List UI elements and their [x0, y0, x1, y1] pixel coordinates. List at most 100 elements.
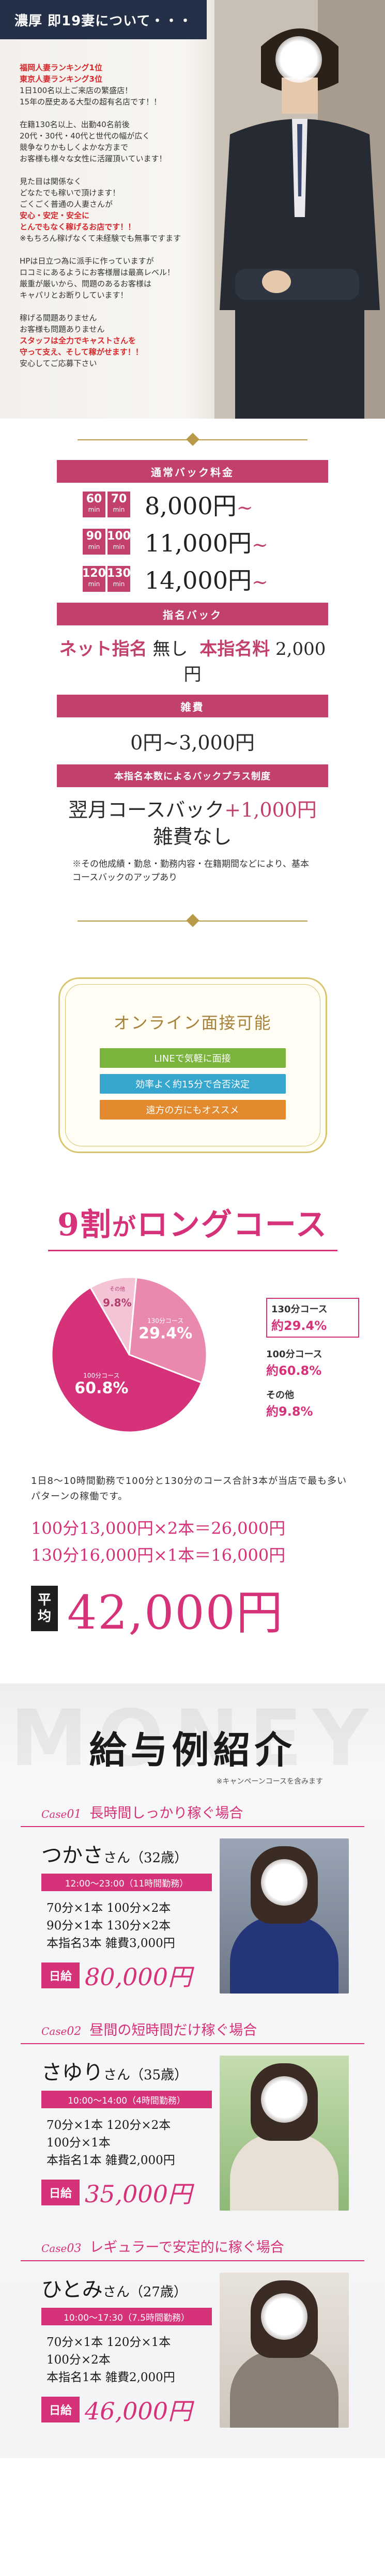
- basic-back-header: 通常バック料金: [57, 460, 328, 483]
- bonus-label: 翌月コースバック: [68, 799, 225, 821]
- misc-fee-header: 雑費: [57, 695, 328, 717]
- price-amount: 14,000円~: [145, 562, 268, 596]
- bonus-amount: +1,000円: [224, 799, 317, 821]
- nomination-back-header: 指名バック: [57, 603, 328, 625]
- legend-item-100: 100分コース 約60.8%: [266, 1347, 359, 1378]
- case-total: 日給 46,000円: [41, 2393, 220, 2427]
- legend-label: その他: [266, 1390, 294, 1401]
- cast-photo: [220, 2273, 349, 2428]
- case-line: 70分×1本 120分×1本: [47, 2336, 171, 2349]
- salary-subnote: ※キャンペーンコースを含みます: [216, 1777, 323, 1786]
- case-hours: 12:00～23:00（11時間勤務）: [41, 1874, 212, 1891]
- cast-body: [230, 2133, 338, 2211]
- hero-line: [20, 301, 226, 312]
- hero-line: ロコミにあるようにお客様層は最高レベル！: [20, 268, 175, 277]
- title-rest: ロングコース: [136, 1207, 328, 1243]
- case-header: Case01 長時間しっかり稼ぐ場合: [21, 1802, 364, 1827]
- hero-line: ※もちろん稼げなくて未経験でも無事ですます: [20, 234, 181, 243]
- face-mask: [261, 2076, 307, 2123]
- case-age: さん（35歳）: [103, 2067, 188, 2083]
- staff-photo: [214, 0, 385, 419]
- face-mask: [261, 2293, 307, 2340]
- case-line: 70分×1本 100分×2本: [47, 1902, 171, 1915]
- minute-value: 70: [111, 493, 127, 505]
- legend-value: 約29.4%: [271, 1318, 327, 1333]
- case-body: さゆりさん（35歳） 10:00～14:00（4時間勤務） 70分×1本 120…: [21, 2044, 364, 2211]
- hero-line: お客様も様々な女性に活躍頂いています！: [20, 154, 167, 163]
- hero-line: スタッフは全力でキャストさんを: [20, 336, 136, 345]
- minute-unit: min: [88, 506, 100, 513]
- minute-value: 130: [107, 567, 131, 580]
- price-tilde: ~: [236, 496, 253, 519]
- case-hours: 10:00～14:00（4時間勤務）: [41, 2091, 212, 2108]
- average-amount: 42,000円: [67, 1586, 284, 1640]
- salary-case-2: Case02 昼間の短時間だけ稼ぐ場合 さゆりさん（35歳） 10:00～14:…: [21, 2019, 364, 2220]
- pricing-section: 通常バック料金 60 min 70 min 8,000円~ 90 min 100 min…: [0, 460, 385, 884]
- hero-line: とんでもなく稼げるお店です！！: [20, 222, 136, 232]
- case-total: 日給 80,000円: [41, 1958, 220, 1992]
- interview-chip-line: LINEで気軽に面接: [99, 1048, 286, 1068]
- interview-chip-speed: 効率よく約15分で合否決定: [99, 1074, 286, 1094]
- minute-value: 100: [107, 530, 131, 543]
- case-name: つかささん（32歳）: [41, 1838, 220, 1868]
- title-underline: [48, 1250, 337, 1251]
- legend-label: 130分コース: [271, 1304, 328, 1315]
- cast-photo: [220, 2056, 349, 2211]
- daily-pay-badge: 日給: [41, 2397, 80, 2422]
- face-mask: [261, 1859, 307, 1906]
- case-line: 本指名1本 雑費2,000円: [47, 2154, 175, 2167]
- case-name-value: ひとみ: [41, 2278, 103, 2302]
- hero-title: 濃厚 即19妻について・・・: [0, 0, 207, 39]
- case-no-value: 03: [67, 2242, 82, 2255]
- case-number: Case03: [41, 2242, 81, 2255]
- price-rows: 60 min 70 min 8,000円~ 90 min 100 min 11,000円…: [57, 483, 328, 603]
- minute-unit: min: [88, 580, 100, 588]
- course-share-chart: その他 9.8% 130分コース 29.4% 100分コース 60.8% 130分コース …: [0, 1256, 385, 1474]
- case-line: 100分×2本: [47, 2353, 111, 2367]
- salary-case-1: Case01 長時間しっかり稼ぐ場合 つかささん（32歳） 12:00～23:0…: [21, 1802, 364, 2003]
- ornament-divider: [0, 900, 385, 941]
- average-badge-char: 均: [37, 1609, 51, 1624]
- case-label: Case: [41, 2025, 67, 2037]
- case-lines: 70分×1本 100分×2本 90分×1本 130分×2本 本指名3本 雑費3,…: [41, 1899, 220, 1952]
- salary-examples-section: MONEY 給与例紹介 ※キャンペーンコースを含みます Case01 長時間しっ…: [0, 1683, 385, 2458]
- hero-line: [20, 244, 226, 255]
- minute-badge: 70 min: [107, 492, 130, 517]
- case-name: さゆりさん（35歳）: [41, 2056, 220, 2086]
- case-line: 90分×1本 130分×2本: [47, 1919, 171, 1933]
- online-interview-box: オンライン面接可能 LINEで気軽に面接 効率よく約15分で合否決定 遠方の方に…: [58, 977, 327, 1153]
- legend-value: 約60.8%: [266, 1363, 322, 1378]
- case-heading: レギュラーで安定的に稼ぐ場合: [89, 2240, 284, 2256]
- hero-line: ごくごく普通の人妻さんが: [20, 200, 113, 209]
- case-header: Case03 レギュラーで安定的に稼ぐ場合: [21, 2236, 364, 2261]
- case-total: 日給 35,000円: [41, 2175, 220, 2210]
- hero-description: 福岡人妻ランキング1位 東京人妻ランキング3位 1日100名以上ご来店の繁盛店！ 15…: [20, 62, 226, 369]
- hero-line: お客様も問題ありません: [20, 325, 105, 334]
- long-course-section: 9割がロングコース その他 9.8% 130分コース 29.4% 100分コース 60.8…: [0, 1194, 385, 1642]
- daily-pay-badge: 日給: [41, 1962, 80, 1988]
- hero-section: 濃厚 即19妻について・・・ 福岡人妻ランキング1位 東京人妻ランキング3位 1日1…: [0, 0, 385, 419]
- legend-value: 約9.8%: [266, 1404, 313, 1419]
- hero-line: 20代・30代・40代と世代の幅が広く: [20, 131, 150, 141]
- pie-category-label: 130分コース: [147, 1317, 183, 1325]
- case-lines: 70分×1本 120分×2本 100分×1本 本指名1本 雑費2,000円: [41, 2117, 220, 2169]
- case-number: Case02: [41, 2025, 81, 2038]
- pie-slice: [51, 1286, 203, 1433]
- case-line: 本指名3本 雑費3,000円: [47, 1937, 175, 1950]
- price-value: 14,000円: [145, 566, 252, 594]
- recruit-page: 濃厚 即19妻について・・・ 福岡人妻ランキング1位 東京人妻ランキング3位 1日1…: [0, 0, 385, 2458]
- case-line: 70分×1本 120分×2本: [47, 2119, 171, 2132]
- case-no-value: 01: [67, 1808, 82, 1821]
- price-tilde: ~: [251, 571, 268, 593]
- income-calculation: 100分13,000円×2本＝26,000円 130分16,000円×1本＝16…: [0, 1505, 385, 1569]
- case-name-value: つかさ: [41, 1844, 103, 1867]
- case-heading: 昼間の短時間だけ稼ぐ場合: [89, 2022, 257, 2038]
- salary-title: 給与例紹介: [89, 1728, 296, 1772]
- hero-line: 在籍130名以上、出勤40名前後: [20, 120, 130, 129]
- main-nomination-label: 本指名料: [199, 639, 270, 660]
- bonus-line-2: 雑費なし: [153, 825, 232, 848]
- hero-line: 1日100名以上ご来店の繁盛店！: [20, 86, 133, 95]
- daily-pay-amount: 46,000円: [85, 2397, 192, 2425]
- ornament-diamond-icon: [186, 433, 199, 446]
